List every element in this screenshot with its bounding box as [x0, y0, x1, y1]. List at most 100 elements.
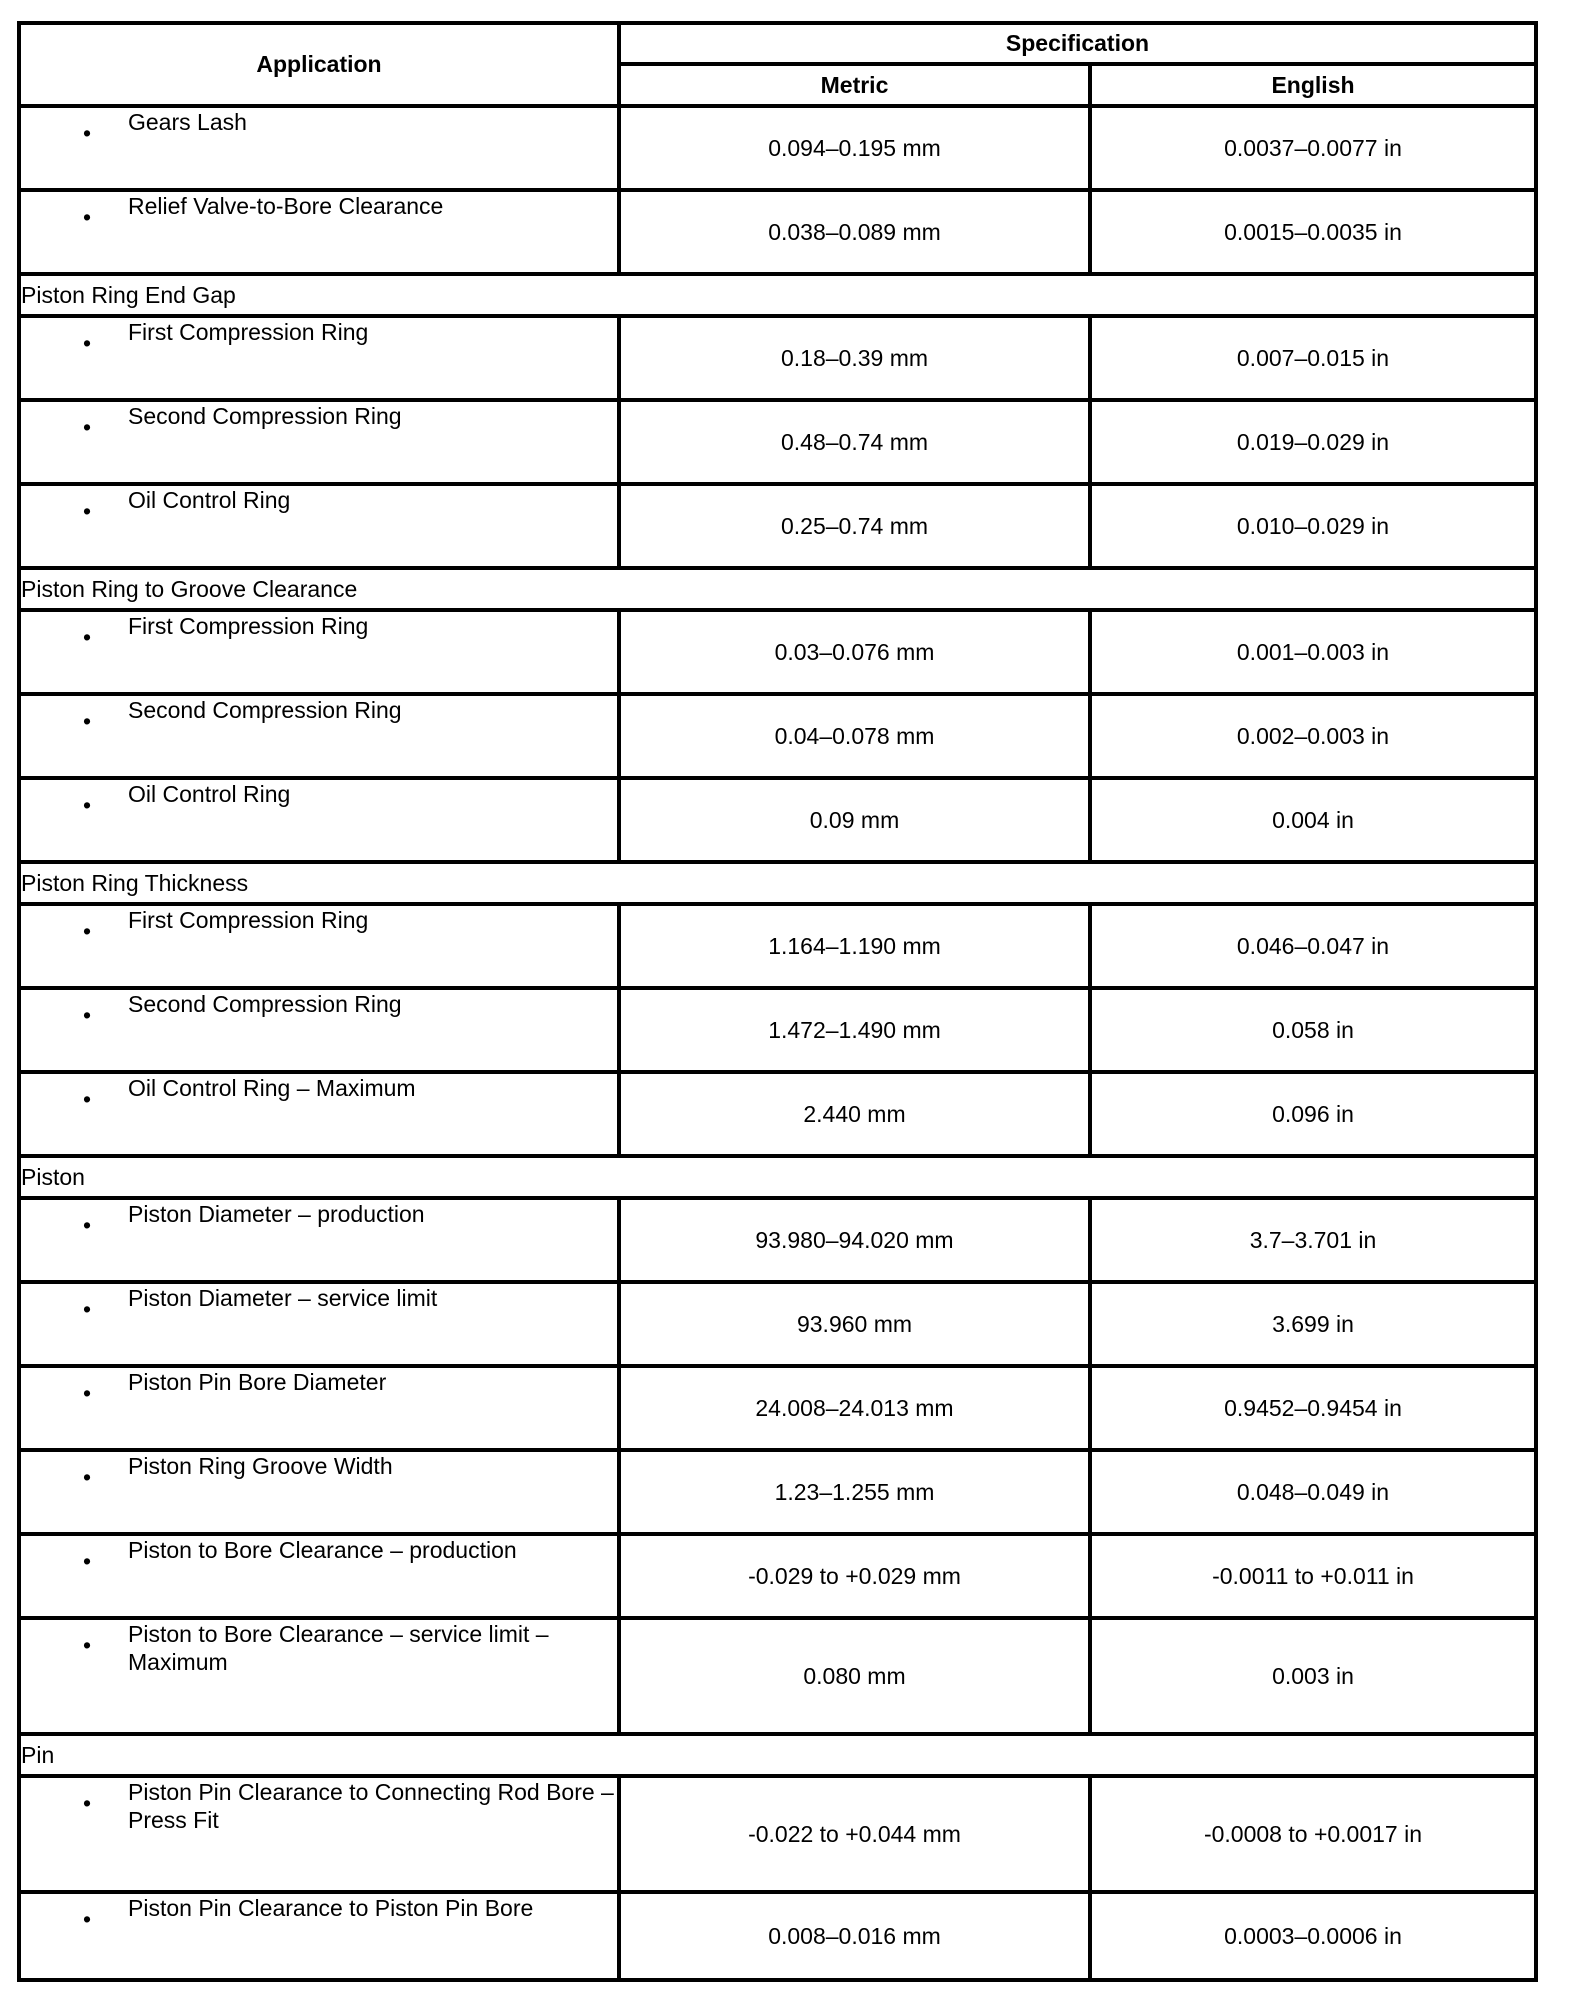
section-title: Pin: [17, 1732, 1538, 1778]
table-row: • Piston Pin Clearance to Piston Pin Bore…: [17, 1890, 1538, 1982]
bullet-icon: •: [83, 1380, 92, 1406]
application-label: First Compression Ring: [128, 613, 369, 639]
metric-value: 0.25–0.74 mm: [617, 482, 1092, 570]
table-row: • Gears Lash 0.094–0.195 mm 0.0037–0.0077 i…: [17, 104, 1538, 192]
application-label: Piston Ring Groove Width: [128, 1453, 393, 1479]
application-label: First Compression Ring: [128, 319, 369, 345]
application-label: Second Compression Ring: [128, 697, 402, 723]
bullet-icon: •: [83, 1086, 92, 1112]
english-value: 3.7–3.701 in: [1088, 1196, 1538, 1284]
application-cell: • Second Compression Ring: [17, 692, 621, 780]
metric-value: 0.008–0.016 mm: [617, 1890, 1092, 1982]
english-value: 0.002–0.003 in: [1088, 692, 1538, 780]
application-label: Gears Lash: [128, 109, 247, 135]
application-cell: • Oil Control Ring – Maximum: [17, 1070, 621, 1158]
table-row: • Oil Control Ring 0.09 mm 0.004 in: [17, 776, 1538, 864]
bullet-icon: •: [83, 330, 92, 356]
header-specification: Specification: [617, 21, 1538, 66]
application-cell: • Piston Ring Groove Width: [17, 1448, 621, 1536]
application-cell: • Relief Valve-to-Bore Clearance: [17, 188, 621, 276]
bullet-icon: •: [83, 414, 92, 440]
section-row: Piston Ring End Gap: [17, 272, 1538, 318]
application-cell: • Oil Control Ring: [17, 482, 621, 570]
application-label: Piston to Bore Clearance – production: [128, 1537, 517, 1563]
application-label: Second Compression Ring: [128, 403, 402, 429]
english-value: 3.699 in: [1088, 1280, 1538, 1368]
application-cell: • Piston to Bore Clearance – production: [17, 1532, 621, 1620]
english-value: 0.046–0.047 in: [1088, 902, 1538, 990]
english-value: 0.019–0.029 in: [1088, 398, 1538, 486]
header-english: English: [1088, 62, 1538, 108]
table-row: • First Compression Ring 0.18–0.39 mm 0.007…: [17, 314, 1538, 402]
bullet-icon: •: [83, 1464, 92, 1490]
metric-value: 93.960 mm: [617, 1280, 1092, 1368]
application-label: Oil Control Ring: [128, 487, 291, 513]
english-value: 0.001–0.003 in: [1088, 608, 1538, 696]
application-label: Oil Control Ring: [128, 781, 291, 807]
header-metric: Metric: [617, 62, 1092, 108]
table-row: • Oil Control Ring – Maximum 2.440 mm 0.096…: [17, 1070, 1538, 1158]
english-value: 0.9452–0.9454 in: [1088, 1364, 1538, 1452]
metric-value: -0.029 to +0.029 mm: [617, 1532, 1092, 1620]
table-body: • Gears Lash 0.094–0.195 mm 0.0037–0.0077 i…: [17, 104, 1538, 1982]
section-title: Piston: [17, 1154, 1538, 1200]
application-cell: • Oil Control Ring: [17, 776, 621, 864]
bullet-icon: •: [83, 918, 92, 944]
metric-value: 0.04–0.078 mm: [617, 692, 1092, 780]
application-label: Oil Control Ring – Maximum: [128, 1075, 416, 1101]
application-label: Piston Pin Clearance to Connecting Rod B…: [128, 1779, 614, 1833]
section-row: Piston Ring to Groove Clearance: [17, 566, 1538, 612]
table-row: • Oil Control Ring 0.25–0.74 mm 0.010–0.029…: [17, 482, 1538, 570]
table-row: • First Compression Ring 1.164–1.190 mm 0.0…: [17, 902, 1538, 990]
metric-value: 0.094–0.195 mm: [617, 104, 1092, 192]
application-cell: • Second Compression Ring: [17, 398, 621, 486]
metric-value: 24.008–24.013 mm: [617, 1364, 1092, 1452]
application-label: Piston Pin Bore Diameter: [128, 1369, 387, 1395]
application-label: Piston Diameter – service limit: [128, 1285, 438, 1311]
english-value: 0.048–0.049 in: [1088, 1448, 1538, 1536]
english-value: -0.0011 to +0.011 in: [1088, 1532, 1538, 1620]
metric-value: 0.080 mm: [617, 1616, 1092, 1736]
english-value: 0.004 in: [1088, 776, 1538, 864]
bullet-icon: •: [83, 1632, 92, 1658]
bullet-icon: •: [83, 708, 92, 734]
section-row: Pin: [17, 1732, 1538, 1778]
application-cell: • Second Compression Ring: [17, 986, 621, 1074]
metric-value: 0.03–0.076 mm: [617, 608, 1092, 696]
bullet-icon: •: [83, 1906, 92, 1932]
table-row: • Piston to Bore Clearance – production -0…: [17, 1532, 1538, 1620]
bullet-icon: •: [83, 204, 92, 230]
table-row: • Second Compression Ring 0.48–0.74 mm 0.01…: [17, 398, 1538, 486]
application-label: Second Compression Ring: [128, 991, 402, 1017]
application-label: Piston Pin Clearance to Piston Pin Bore: [128, 1895, 534, 1921]
table-row: • Second Compression Ring 0.04–0.078 mm 0.0…: [17, 692, 1538, 780]
metric-value: 1.472–1.490 mm: [617, 986, 1092, 1074]
application-cell: • Piston to Bore Clearance – service limi…: [17, 1616, 621, 1736]
application-cell: • Piston Diameter – production: [17, 1196, 621, 1284]
bullet-icon: •: [83, 1790, 92, 1816]
english-value: 0.0015–0.0035 in: [1088, 188, 1538, 276]
application-cell: • Gears Lash: [17, 104, 621, 192]
bullet-icon: •: [83, 1296, 92, 1322]
table-row: • Piston to Bore Clearance – service limi…: [17, 1616, 1538, 1736]
bullet-icon: •: [83, 1212, 92, 1238]
application-cell: • Piston Pin Clearance to Piston Pin Bore: [17, 1890, 621, 1982]
metric-value: 93.980–94.020 mm: [617, 1196, 1092, 1284]
metric-value: 1.164–1.190 mm: [617, 902, 1092, 990]
table-row: • Piston Ring Groove Width 1.23–1.255 mm 0.…: [17, 1448, 1538, 1536]
application-cell: • Piston Pin Bore Diameter: [17, 1364, 621, 1452]
application-cell: • First Compression Ring: [17, 902, 621, 990]
application-cell: • Piston Pin Clearance to Connecting Rod …: [17, 1774, 621, 1894]
header-application: Application: [17, 21, 621, 108]
application-label: Piston to Bore Clearance – service limit…: [128, 1621, 549, 1675]
metric-value: 1.23–1.255 mm: [617, 1448, 1092, 1536]
table-row: • Relief Valve-to-Bore Clearance 0.038–0.0…: [17, 188, 1538, 276]
metric-value: 0.09 mm: [617, 776, 1092, 864]
metric-value: -0.022 to +0.044 mm: [617, 1774, 1092, 1894]
application-cell: • First Compression Ring: [17, 314, 621, 402]
section-title: Piston Ring End Gap: [17, 272, 1538, 318]
specification-table: Application Specification Metric English…: [17, 21, 1538, 1982]
english-value: 0.058 in: [1088, 986, 1538, 1074]
english-value: 0.0037–0.0077 in: [1088, 104, 1538, 192]
application-label: Relief Valve-to-Bore Clearance: [128, 193, 444, 219]
